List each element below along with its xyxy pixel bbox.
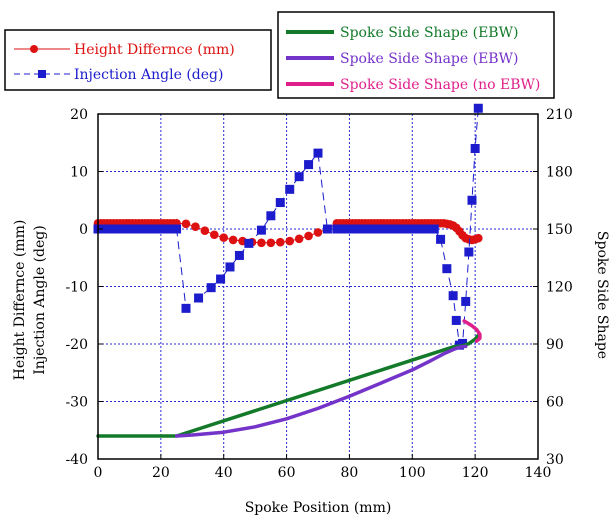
x-axis-label: Spoke Position (mm) [245,500,392,516]
height-difference-point [257,238,266,248]
injection-angle-point [194,293,204,303]
injection-angle-point [473,103,483,113]
series-3-line [174,344,468,438]
injection-angle-point [294,172,304,182]
y-right-tick-label: 120 [546,280,573,296]
injection-angle-point [256,225,266,235]
injection-angle-point [244,238,254,248]
injection-angle-point [172,224,182,234]
injection-angle-point [304,160,314,170]
height-difference-point [191,222,200,231]
injection-angle-point [266,211,276,221]
legend-left-box [4,29,272,91]
y-right-tick-label: 30 [546,452,564,468]
y-axis-label-left-1: Height Differnce (mm) [12,220,28,381]
height-difference-point [209,230,219,240]
series-2-line [96,333,481,438]
legend-marker-square [38,70,46,78]
height-difference-point [285,236,295,246]
injection-angle-point [461,296,471,306]
x-tick-label: 80 [341,465,359,481]
y-right-tick-label: 90 [546,337,564,353]
x-tick-label: 0 [94,465,103,481]
height-difference-point [266,238,276,248]
y-left-tick-label: -10 [65,280,88,296]
y-axis-label-left-2: Injection Angle (deg) [32,225,48,374]
height-difference-point [200,226,210,236]
y-left-tick-label: -40 [65,452,88,468]
injection-angle-point [458,338,468,348]
injection-angle-point [275,198,285,208]
injection-angle-point [234,250,244,260]
y-axis-label-right: Spoke Side Shape [594,231,610,359]
axis-ticks: 0 20 40 60 80 100 120 14020100-10-20-30-4021018… [65,107,572,481]
y-left-tick-label: 10 [70,165,88,181]
x-tick-label: 20 [152,465,170,481]
y-right-tick-label: 60 [546,395,564,411]
injection-angle-point [442,264,452,274]
injection-angle-point [451,315,461,325]
y-left-tick-label: -30 [65,395,88,411]
injection-angle-point [181,303,191,313]
legend-label-ebw-purple: Spoke Side Shape (EBW) [340,51,518,67]
injection-angle-point [470,144,480,153]
legend-marker-circle [30,45,38,53]
injection-angle-point [225,262,235,272]
injection-angle-point [464,247,474,257]
height-difference-point [313,228,323,237]
legend-label-height: Height Differnce (mm) [74,42,235,58]
height-difference-point [219,233,229,242]
x-tick-label: 100 [399,465,426,481]
height-difference-point [181,219,191,229]
legend-label-angle: Injection Angle (deg) [74,67,223,83]
height-difference-point [473,233,483,243]
x-tick-label: 140 [525,465,552,481]
injection-angle-point [448,291,458,301]
injection-angle-point [216,274,226,284]
y-right-tick-label: 210 [546,107,573,123]
legend-right: Spoke Side Shape (EBW) Spoke Side Shape … [277,11,555,99]
injection-angle-point [429,224,439,234]
injection-angle-point [322,224,332,234]
y-left-tick-label: 20 [70,107,88,123]
height-difference-point [304,231,313,241]
y-left-tick-label: 0 [79,222,88,238]
injection-angle-point [467,195,477,205]
height-difference-point [275,237,285,247]
legend-label-no-ebw: Spoke Side Shape (no EBW) [340,77,540,93]
y-left-tick-label: -20 [65,337,88,353]
legend-left: Height Differnce (mm) Injection Angle (d… [4,29,272,91]
injection-angle-point [206,283,216,293]
height-difference-point [228,235,238,245]
series-4-line [462,319,482,343]
x-tick-label: 40 [215,465,233,481]
injection-angle-point [285,184,295,194]
x-tick-label: 60 [278,465,296,481]
injection-angle-point [436,234,446,244]
height-difference-point [294,234,304,244]
injection-angle-point [313,148,323,158]
y-right-tick-label: 180 [546,165,573,181]
x-tick-label: 120 [462,465,489,481]
series-layer [93,103,483,438]
legend-label-ebw-green: Spoke Side Shape (EBW) [340,25,518,41]
y-right-tick-label: 150 [546,222,573,238]
